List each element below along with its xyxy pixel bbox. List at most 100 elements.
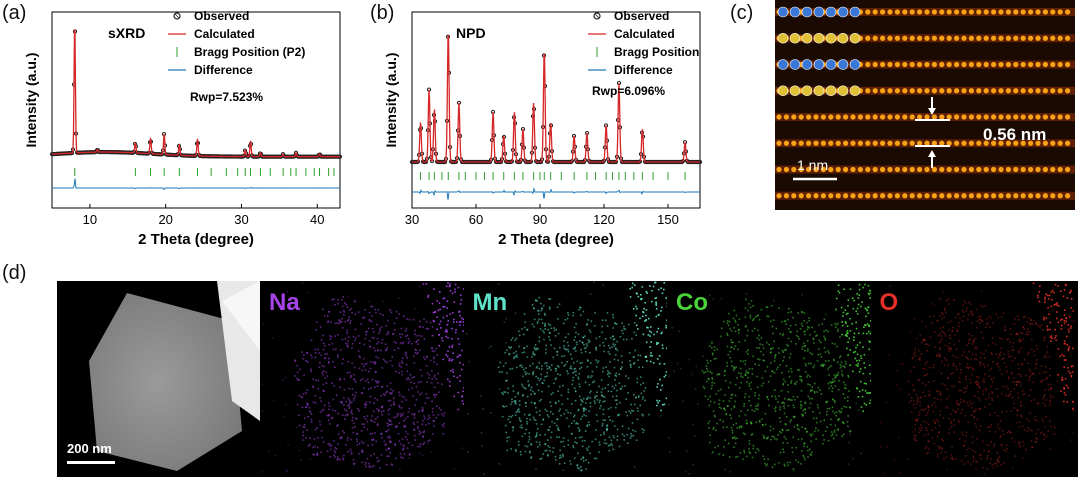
eds-dot (712, 451, 714, 453)
eds-dot (1045, 435, 1047, 438)
eds-dot (536, 348, 539, 350)
eds-dot (536, 309, 539, 312)
eds-dot (864, 307, 867, 310)
eds-dot (939, 410, 942, 412)
eds-dot (314, 352, 317, 354)
eds-dot (972, 457, 975, 459)
eds-dot (629, 437, 631, 439)
eds-dot (1033, 415, 1036, 418)
eds-dot (508, 353, 510, 356)
eds-dot (924, 325, 927, 328)
eds-dot (282, 415, 285, 418)
eds-dot (306, 403, 309, 406)
eds-dot (535, 383, 538, 386)
eds-dot (963, 414, 966, 417)
eds-dot (972, 369, 974, 371)
eds-dot (524, 387, 527, 390)
eds-dot (513, 402, 516, 404)
eds-dot (351, 413, 354, 415)
eds-dot (387, 409, 390, 412)
eds-dot (539, 373, 542, 376)
eds-dot (1027, 330, 1030, 333)
eds-dot (339, 458, 342, 461)
eds-dot (576, 427, 579, 429)
eds-dot (415, 398, 418, 401)
eds-dot (388, 435, 391, 437)
eds-dot (709, 360, 712, 362)
eds-dot (1037, 324, 1039, 327)
eds-dot (342, 414, 344, 416)
eds-dot (819, 389, 821, 391)
eds-dot (545, 375, 548, 377)
eds-dot (613, 378, 616, 381)
eds-dot (793, 406, 796, 409)
eds-dot (912, 366, 915, 368)
eds-dot (565, 417, 568, 420)
eds-dot (857, 297, 860, 299)
eds-dot (845, 322, 847, 325)
eds-dot (368, 466, 371, 468)
eds-dot (965, 357, 968, 359)
eds-dot (346, 343, 349, 345)
eds-dot (433, 361, 435, 363)
eds-dot (330, 321, 332, 324)
eds-dot (339, 437, 341, 440)
eds-dot (579, 418, 582, 420)
eds-dot (762, 382, 765, 384)
eds-dot (572, 446, 574, 449)
eds-dot (577, 372, 580, 375)
eds-dot (813, 390, 816, 393)
eds-dot (957, 419, 959, 422)
eds-dot (972, 339, 974, 342)
eds-dot (480, 445, 483, 447)
eds-dot (547, 336, 550, 338)
eds-dot (586, 360, 589, 362)
eds-dot (390, 392, 392, 395)
eds-dot (366, 415, 369, 417)
eds-dot (1000, 358, 1003, 360)
eds-dot (306, 352, 309, 354)
eds-dot (367, 381, 370, 384)
eds-dot (823, 318, 826, 321)
eds-dot (1032, 350, 1035, 352)
eds-dot (784, 348, 786, 351)
eds-dot (528, 435, 530, 438)
eds-dot (346, 332, 349, 334)
eds-dot (588, 391, 591, 394)
bragg-ticks (74, 168, 335, 176)
eds-dot (611, 316, 614, 319)
eds-dot (787, 429, 790, 431)
eds-dot (396, 414, 399, 417)
eds-dot (947, 345, 949, 348)
atom-column (1042, 9, 1048, 15)
atom-column (843, 114, 849, 120)
eds-dot (1050, 298, 1053, 301)
eds-dot (582, 343, 585, 346)
eds-dot (517, 408, 520, 410)
eds-dot (1007, 377, 1010, 380)
eds-dot (938, 314, 941, 317)
eds-dot (829, 423, 832, 426)
atom-column (946, 193, 952, 199)
eds-dot (431, 302, 434, 305)
eds-dot (640, 428, 643, 430)
eds-dot (996, 451, 998, 454)
eds-dot (547, 385, 550, 388)
eds-dot (593, 312, 596, 314)
eds-dot (913, 348, 916, 350)
eds-dot (593, 397, 596, 399)
eds-dot (376, 399, 378, 401)
eds-dot (632, 308, 635, 310)
eds-dot (388, 423, 390, 426)
eds-dot (951, 326, 954, 329)
eds-dot (970, 414, 973, 417)
atom-column (1042, 61, 1048, 68)
eds-dot (548, 331, 551, 334)
atom-column (939, 9, 945, 15)
eds-dot (349, 322, 351, 325)
eds-dot (564, 363, 566, 366)
eds-dot (408, 453, 411, 456)
atom-column (1042, 35, 1048, 41)
eds-dot (1062, 386, 1065, 389)
eds-dot (1067, 386, 1069, 389)
